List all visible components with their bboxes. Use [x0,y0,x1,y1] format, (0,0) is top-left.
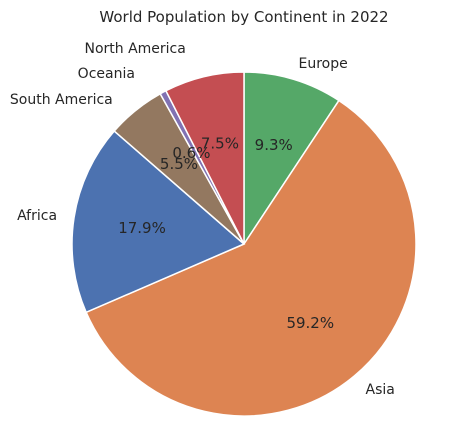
slice-percent-south-america: 5.5% [160,155,198,173]
pie-slices [71,71,417,417]
pie-labels: Europe 9.3% Asia 59.2% Africa 17.9% South Amer… [10,41,395,398]
slice-percent-asia: 59.2% [286,314,334,332]
slice-percent-north-america: 7.5% [201,135,239,153]
chart-title: World Population by Continent in 2022 [99,8,388,26]
slice-percent-europe: 9.3% [255,136,293,154]
slice-label-oceania: Oceania [78,66,135,82]
slice-label-africa: Africa [17,208,57,224]
pie-slice-africa [71,130,246,314]
pie-slice-europe [243,71,340,247]
pie-slice-asia [85,99,417,417]
slice-label-south-america: South America [10,92,113,108]
pie-slice-north-america [164,71,245,245]
slice-label-north-america: North America [84,41,185,57]
slice-percent-oceania: 0.6% [172,144,210,162]
slice-label-asia: Asia [366,382,395,398]
slice-percent-africa: 17.9% [118,219,166,237]
slice-label-europe: Europe [298,56,347,72]
